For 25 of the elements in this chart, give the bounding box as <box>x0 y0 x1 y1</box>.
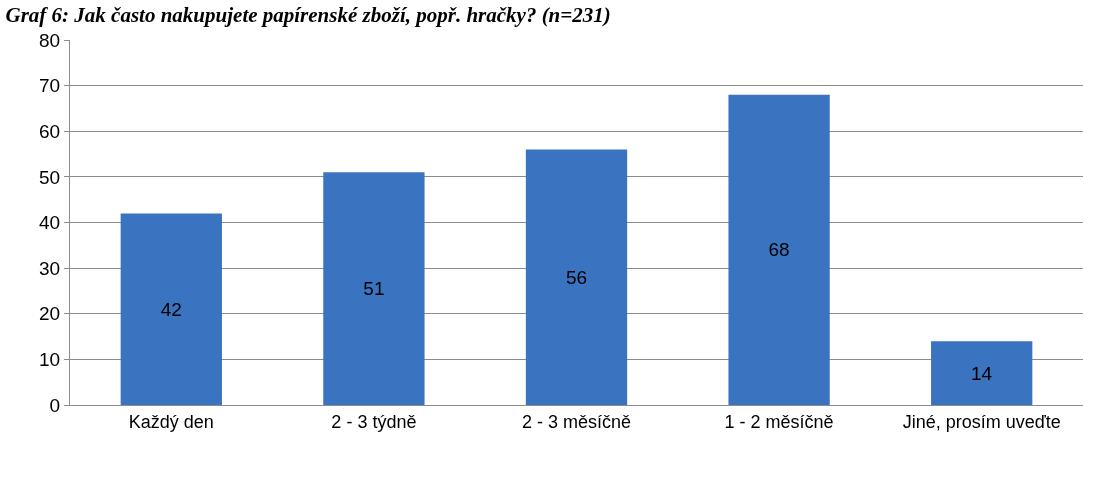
y-tick-label: 40 <box>39 212 61 234</box>
bar <box>120 213 222 405</box>
data-label: 56 <box>565 266 588 288</box>
y-tick-label: 20 <box>39 303 61 325</box>
y-tick-label: 10 <box>39 349 61 371</box>
bar <box>931 341 1033 405</box>
bar <box>323 172 425 405</box>
x-tick-label: Jiné, prosím uveďte <box>902 411 1061 432</box>
y-tick-label: 0 <box>49 394 61 416</box>
y-tick-label: 30 <box>39 257 61 279</box>
x-tick-label: 1 - 2 měsíčně <box>724 411 834 432</box>
data-label: 14 <box>970 362 993 384</box>
y-tick-label: 80 <box>39 29 61 51</box>
x-tick-label: 2 - 3 týdně <box>331 411 417 432</box>
x-tick-label: 2 - 3 měsíčně <box>521 411 632 432</box>
y-tick-label: 50 <box>39 166 61 188</box>
y-tick-label: 70 <box>39 75 61 97</box>
x-tick-label: Každý den <box>128 411 214 432</box>
data-label: 42 <box>160 298 182 320</box>
y-tick-label: 60 <box>39 120 61 142</box>
bar <box>525 149 628 405</box>
data-label: 51 <box>363 278 385 300</box>
bar <box>728 94 830 405</box>
data-label: 68 <box>768 239 790 261</box>
chart-title: Graf 6: Jak často nakupujete papírenské zboží, popř. hračky? (n=231) <box>5 3 611 28</box>
